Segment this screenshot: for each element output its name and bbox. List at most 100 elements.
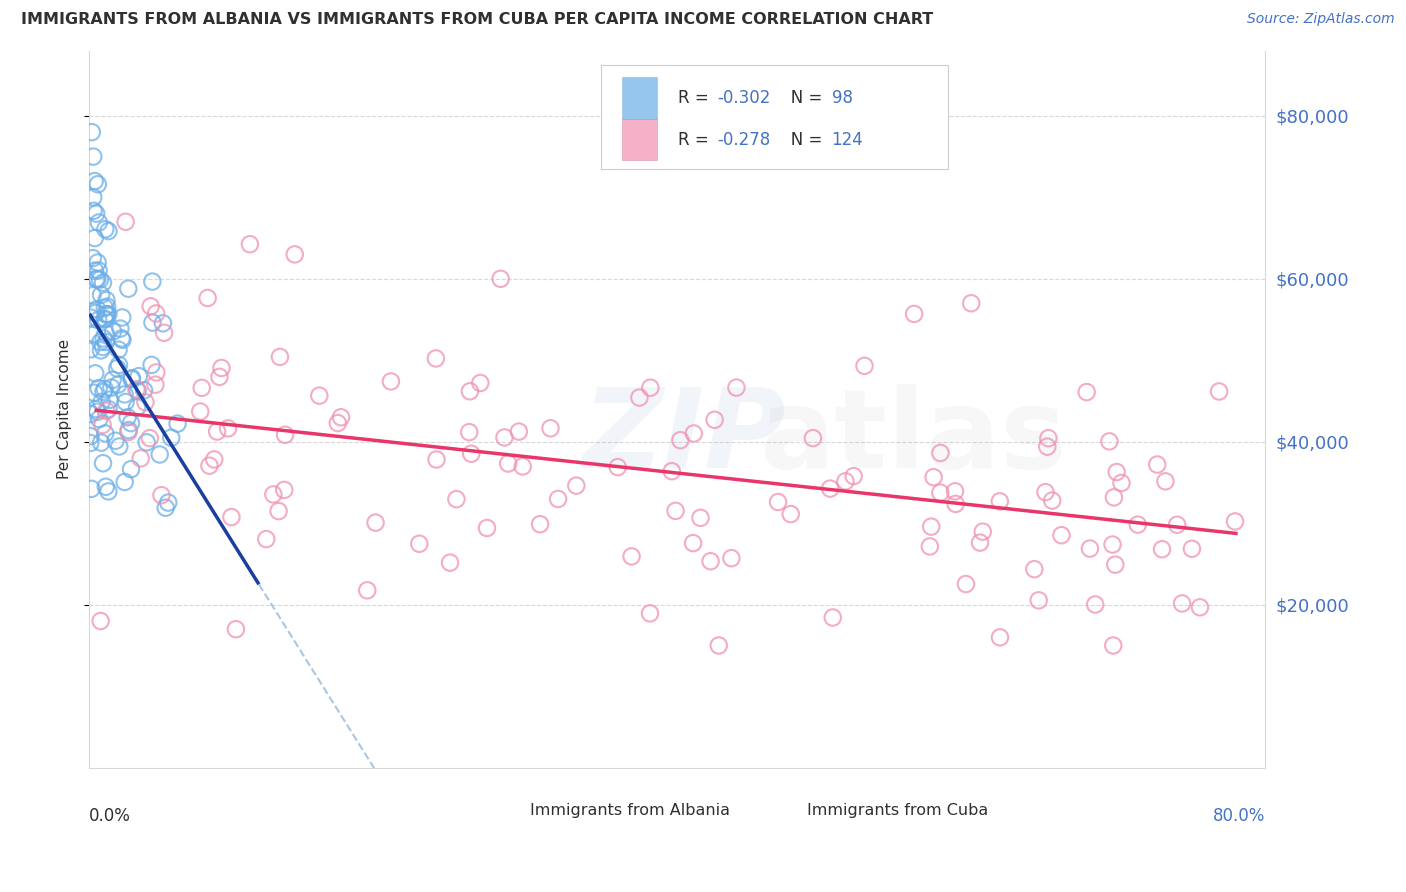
Point [918, 540, 941, 554]
Text: Source: ZipAtlas.com: Source: ZipAtlas.com [1247, 12, 1395, 26]
Point [988, 494, 1011, 508]
Point [1101, 537, 1123, 551]
Point [1040, 493, 1063, 508]
Text: N =: N = [775, 89, 827, 107]
Point [120, 416, 142, 430]
Point [166, 417, 188, 431]
Point [87, 178, 110, 192]
Point [529, 517, 551, 532]
Point [117, 425, 139, 439]
FancyBboxPatch shape [621, 119, 657, 161]
Point [91, 417, 114, 432]
Point [94, 301, 117, 315]
Point [308, 389, 330, 403]
Point [107, 343, 129, 357]
Point [1024, 562, 1046, 576]
Point [101, 325, 124, 339]
Point [920, 519, 942, 533]
Point [197, 291, 219, 305]
Point [94, 307, 117, 321]
Point [114, 215, 136, 229]
Point [141, 358, 163, 372]
Point [79, 407, 101, 421]
Point [330, 410, 353, 425]
Point [93, 312, 115, 326]
Point [943, 484, 966, 499]
Point [121, 372, 143, 386]
Point [929, 485, 952, 500]
Point [470, 376, 492, 390]
Point [121, 371, 143, 385]
Point [1111, 475, 1133, 490]
Point [262, 487, 284, 501]
Point [104, 434, 127, 448]
Point [766, 495, 789, 509]
Text: R =: R = [678, 130, 714, 149]
Point [108, 440, 131, 454]
Point [111, 310, 134, 325]
Point [273, 483, 295, 497]
Point [135, 435, 157, 450]
Point [720, 551, 742, 566]
FancyBboxPatch shape [489, 797, 519, 823]
Point [703, 413, 725, 427]
Point [94, 382, 117, 396]
Point [1078, 541, 1101, 556]
Point [689, 511, 711, 525]
Point [1150, 542, 1173, 557]
Point [225, 622, 247, 636]
Point [150, 488, 173, 502]
Point [1154, 475, 1177, 489]
Point [79, 429, 101, 443]
Point [661, 464, 683, 478]
Point [90, 435, 112, 450]
Point [101, 373, 124, 387]
Point [80, 125, 103, 139]
Point [117, 410, 139, 425]
Point [1076, 385, 1098, 400]
Point [114, 475, 136, 489]
Point [540, 421, 562, 435]
Point [105, 361, 128, 376]
Point [96, 307, 118, 321]
Point [682, 536, 704, 550]
Point [118, 423, 141, 437]
Point [202, 452, 225, 467]
Point [93, 331, 115, 345]
Point [489, 272, 512, 286]
Point [91, 340, 114, 354]
Point [801, 431, 824, 445]
Point [842, 469, 865, 483]
Point [90, 288, 112, 302]
Point [127, 384, 149, 398]
Point [818, 482, 841, 496]
Point [496, 457, 519, 471]
Point [94, 334, 117, 349]
Point [83, 385, 105, 400]
Point [969, 535, 991, 549]
Text: -0.302: -0.302 [717, 89, 770, 107]
Point [408, 537, 430, 551]
Point [79, 343, 101, 357]
Point [94, 426, 117, 441]
Point [508, 425, 530, 439]
Point [945, 497, 967, 511]
Point [91, 456, 114, 470]
Point [108, 358, 131, 372]
Point [254, 532, 277, 546]
Point [87, 215, 110, 229]
Point [208, 369, 231, 384]
Point [853, 359, 876, 373]
Point [834, 475, 856, 489]
FancyBboxPatch shape [600, 65, 948, 169]
Point [82, 150, 104, 164]
Point [97, 484, 120, 499]
Point [458, 425, 481, 439]
Point [129, 451, 152, 466]
Point [628, 391, 651, 405]
Point [707, 639, 730, 653]
Point [1102, 491, 1125, 505]
Point [96, 293, 118, 307]
Text: atlas: atlas [759, 384, 1067, 491]
Point [114, 387, 136, 401]
